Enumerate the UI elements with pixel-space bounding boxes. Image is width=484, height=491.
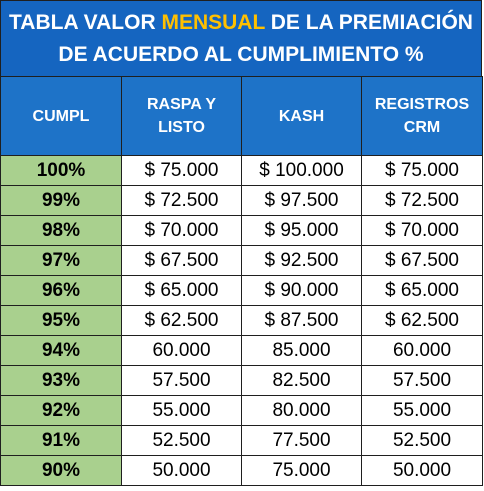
registros-crm-value-cell: 57.500 (361, 365, 483, 396)
kash-value-cell: 85.000 (241, 335, 362, 366)
kash-value-cell: 77.500 (241, 425, 362, 456)
kash-value-cell: 82.500 (241, 365, 362, 396)
raspa-value-cell: 55.000 (121, 395, 242, 426)
title-line-2: DE ACUERDO AL CUMPLIMIENTO % (58, 43, 424, 66)
raspa-value-cell: 60.000 (121, 335, 242, 366)
registros-crm-value-cell: $ 62.500 (361, 305, 483, 336)
cumpl-cell: 93% (0, 365, 122, 396)
registros-crm-value-cell: $ 75.000 (361, 155, 483, 186)
cumpl-cell: 96% (0, 275, 122, 306)
kash-value-cell: 75.000 (241, 455, 362, 486)
cumpl-cell: 92% (0, 395, 122, 426)
table-row: 93% 57.500 82.500 57.500 (0, 365, 483, 396)
title-line-1-start: TABLA VALOR (9, 11, 162, 34)
header-raspa-line-2: LISTO (158, 119, 205, 136)
table-row: 99% $ 72.500 $ 97.500 $ 72.500 (0, 185, 483, 216)
header-row: CUMPL RASPA Y LISTO KASH REGISTROS CRM (0, 76, 483, 156)
registros-crm-value-cell: $ 70.000 (361, 215, 483, 246)
header-registros-crm: REGISTROS CRM (361, 76, 483, 156)
header-raspa-line-1: RASPA Y (146, 96, 217, 113)
kash-value-cell: $ 100.000 (241, 155, 362, 186)
registros-crm-value-cell: 52.500 (361, 425, 483, 456)
raspa-value-cell: 57.500 (121, 365, 242, 396)
table-row: 94% 60.000 85.000 60.000 (0, 335, 483, 366)
table-row: 97% $ 67.500 $ 92.500 $ 67.500 (0, 245, 483, 276)
table-body: 100% $ 75.000 $ 100.000 $ 75.000 99% $ 72.500… (0, 155, 483, 486)
cumpl-cell: 98% (0, 215, 122, 246)
cumpl-cell: 94% (0, 335, 122, 366)
cumpl-cell: 99% (0, 185, 122, 216)
raspa-value-cell: $ 65.000 (121, 275, 242, 306)
header-kash-label: KASH (278, 107, 325, 125)
registros-crm-value-cell: $ 72.500 (361, 185, 483, 216)
header-cumpl-label: CUMPL (32, 107, 90, 125)
title-line-1: TABLA VALOR MENSUAL DE LA PREMIACIÓN (1, 7, 481, 39)
table-row: 91% 52.500 77.500 52.500 (0, 425, 483, 456)
cumpl-cell: 100% (0, 155, 122, 186)
registros-crm-value-cell: $ 67.500 (361, 245, 483, 276)
cumpl-cell: 91% (0, 425, 122, 456)
kash-value-cell: $ 95.000 (241, 215, 362, 246)
award-table: CUMPL RASPA Y LISTO KASH REGISTROS CRM 1… (0, 76, 483, 486)
header-registros-line-2: CRM (403, 119, 441, 136)
kash-value-cell: $ 90.000 (241, 275, 362, 306)
table-row: 95% $ 62.500 $ 87.500 $ 62.500 (0, 305, 483, 336)
cumpl-cell: 97% (0, 245, 122, 276)
title-line-1-end: DE LA PREMIACIÓN (264, 11, 473, 34)
raspa-value-cell: $ 67.500 (121, 245, 242, 276)
table-row: 100% $ 75.000 $ 100.000 $ 75.000 (0, 155, 483, 186)
registros-crm-value-cell: $ 65.000 (361, 275, 483, 306)
table-row: 96% $ 65.000 $ 90.000 $ 65.000 (0, 275, 483, 306)
raspa-value-cell: $ 75.000 (121, 155, 242, 186)
raspa-value-cell: $ 62.500 (121, 305, 242, 336)
header-cumpl: CUMPL (0, 76, 122, 156)
kash-value-cell: $ 92.500 (241, 245, 362, 276)
header-raspa-y-listo: RASPA Y LISTO (121, 76, 242, 156)
raspa-value-cell: $ 70.000 (121, 215, 242, 246)
registros-crm-value-cell: 55.000 (361, 395, 483, 426)
kash-value-cell: $ 97.500 (241, 185, 362, 216)
kash-value-cell: $ 87.500 (241, 305, 362, 336)
kash-value-cell: 80.000 (241, 395, 362, 426)
header-kash: KASH (241, 76, 362, 156)
raspa-value-cell: $ 72.500 (121, 185, 242, 216)
registros-crm-value-cell: 60.000 (361, 335, 483, 366)
header-registros-line-1: REGISTROS (374, 96, 470, 113)
table-row: 90% 50.000 75.000 50.000 (0, 455, 483, 486)
table-row: 98% $ 70.000 $ 95.000 $ 70.000 (0, 215, 483, 246)
title-highlight-mensual: MENSUAL (161, 11, 265, 34)
registros-crm-value-cell: 50.000 (361, 455, 483, 486)
raspa-value-cell: 52.500 (121, 425, 242, 456)
table-row: 92% 55.000 80.000 55.000 (0, 395, 483, 426)
cumpl-cell: 90% (0, 455, 122, 486)
table-title: TABLA VALOR MENSUAL DE LA PREMIACIÓN DE … (0, 0, 482, 76)
raspa-value-cell: 50.000 (121, 455, 242, 486)
cumpl-cell: 95% (0, 305, 122, 336)
